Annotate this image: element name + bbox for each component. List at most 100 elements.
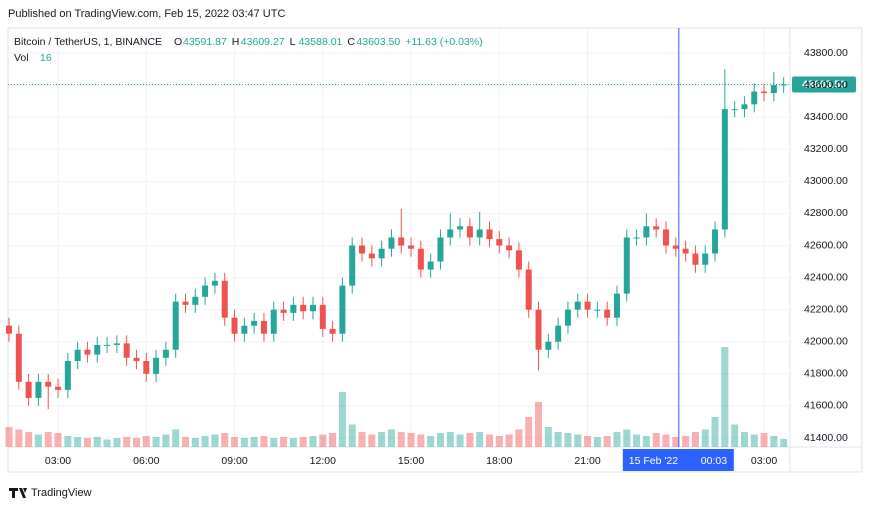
volume-bar xyxy=(191,438,199,447)
volume-bar xyxy=(162,434,170,447)
candle-body xyxy=(359,245,366,254)
volume-bar xyxy=(662,434,670,447)
volume-bar xyxy=(172,429,180,447)
volume-bar xyxy=(731,424,739,447)
candle-body xyxy=(378,248,385,259)
legend-value: 43609.27 xyxy=(241,36,285,48)
volume-bar xyxy=(280,437,288,447)
candle-body xyxy=(761,91,768,94)
volume-bar xyxy=(348,424,356,447)
candle-body xyxy=(751,91,758,105)
volume-bar xyxy=(182,437,190,447)
volume-bar xyxy=(476,432,484,447)
volume-bar xyxy=(711,417,719,447)
candle-body xyxy=(172,301,179,350)
volume-bar xyxy=(427,436,435,447)
volume-bar xyxy=(544,427,552,447)
volume-bar xyxy=(142,436,150,447)
volume-bar xyxy=(103,439,111,447)
y-tick-label: 43200.00 xyxy=(804,143,848,155)
volume-bar xyxy=(623,429,631,447)
candle-body xyxy=(339,285,346,334)
candle-body xyxy=(515,250,522,270)
candle-body xyxy=(574,301,581,310)
y-tick-label: 42600.00 xyxy=(804,239,848,251)
candle-body xyxy=(594,309,601,311)
candle-body xyxy=(104,344,111,346)
volume-bar xyxy=(201,436,209,447)
candle-body xyxy=(417,248,424,270)
candle-body xyxy=(525,269,532,310)
candle-body xyxy=(182,301,189,305)
y-tick-label: 41800.00 xyxy=(804,368,848,380)
volume-bar xyxy=(721,347,729,447)
volume-bar xyxy=(289,438,297,447)
candle-body xyxy=(672,245,679,249)
candle-body xyxy=(35,381,42,398)
volume-bar xyxy=(358,432,366,447)
volume-bar xyxy=(593,437,601,447)
candle-body xyxy=(712,229,719,254)
candle-body xyxy=(457,226,464,230)
volume-bar xyxy=(633,434,641,447)
candle-body xyxy=(123,343,130,358)
volume-bar xyxy=(15,429,23,447)
overlay: 43603.50 15 Feb '22 00:03 xyxy=(8,28,856,471)
legend-key: L xyxy=(290,36,296,48)
volume-bar xyxy=(407,433,415,447)
candle-body xyxy=(211,280,218,286)
candle-body xyxy=(721,109,728,230)
crosshair-time: 00:03 xyxy=(701,455,727,467)
candle-body xyxy=(221,280,228,318)
x-tick-label: 12:00 xyxy=(310,455,336,467)
y-tick-label: 42200.00 xyxy=(804,303,848,315)
volume-bar xyxy=(231,437,239,447)
y-tick-label: 41600.00 xyxy=(804,400,848,412)
volume-bar xyxy=(25,432,33,447)
crosshair-date: 15 Feb '22 xyxy=(629,455,678,467)
candle-body xyxy=(613,293,620,318)
candle-body xyxy=(466,226,473,238)
candle-body xyxy=(25,381,32,398)
volume-bar xyxy=(44,432,52,447)
volume-bar xyxy=(505,434,513,447)
volume-bar xyxy=(319,434,327,447)
candle-body xyxy=(45,381,52,387)
candle-body xyxy=(84,349,91,355)
volume-bar xyxy=(299,437,307,447)
y-tick-label: 42000.00 xyxy=(804,336,848,348)
volume-bar xyxy=(270,438,278,447)
brand-name: TradingView xyxy=(31,487,92,499)
volume-bar xyxy=(446,432,454,447)
candle-body xyxy=(604,309,611,318)
legend-key: O xyxy=(174,36,182,48)
candle-body xyxy=(564,309,571,326)
candle-body xyxy=(506,245,513,251)
legend-value: 43591.87 xyxy=(183,36,227,48)
volume-bar xyxy=(113,438,121,447)
candle-body xyxy=(270,309,277,334)
volume-bar xyxy=(5,427,13,447)
volume-bar xyxy=(574,434,582,447)
candles xyxy=(6,69,787,410)
candle-body xyxy=(202,285,209,297)
candle-body xyxy=(388,237,395,249)
volume-bar xyxy=(740,432,748,447)
candle-body xyxy=(64,361,71,390)
published-note: Published on TradingView.com, Feb 15, 20… xyxy=(8,8,285,20)
volume-bar xyxy=(466,433,474,447)
candle-body xyxy=(153,357,160,374)
volume-bar xyxy=(495,436,503,447)
x-tick-label: 09:00 xyxy=(221,455,247,467)
y-tick-label: 41400.00 xyxy=(804,432,848,444)
candle-body xyxy=(74,349,81,361)
last-price-tag xyxy=(792,76,856,93)
candle-body xyxy=(349,245,356,286)
volume-bar xyxy=(750,434,758,447)
x-tick-label: 18:00 xyxy=(486,455,512,467)
volume-bar xyxy=(603,436,611,447)
volume-bar xyxy=(515,429,523,447)
volume-bar xyxy=(456,434,464,447)
